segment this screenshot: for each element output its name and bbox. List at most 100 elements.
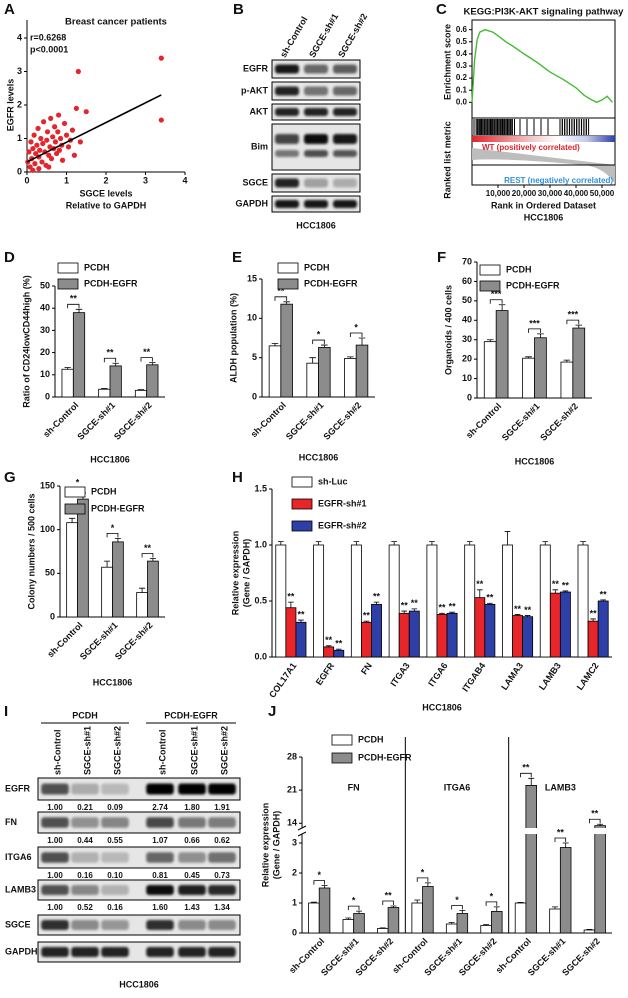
significance: * <box>317 329 321 339</box>
row-label: p-AKT <box>241 85 268 95</box>
band-quantity: 0.09 <box>107 803 123 812</box>
bar <box>313 544 325 658</box>
band <box>146 920 174 930</box>
error-bar <box>104 560 111 568</box>
y-tick-label: 4 <box>17 32 22 42</box>
lane-label: sh-Control <box>157 730 167 776</box>
error-bar <box>498 304 506 311</box>
bar <box>549 592 561 658</box>
error-bar <box>487 602 493 605</box>
lane-label: SGCE-sh#2 <box>219 726 229 775</box>
error-bar <box>563 359 571 363</box>
significance: ** <box>522 763 530 773</box>
significance: ** <box>277 286 285 296</box>
band <box>71 885 99 895</box>
band <box>332 108 358 116</box>
point <box>158 117 164 123</box>
band <box>101 885 129 895</box>
band-quantity: 0.66 <box>184 836 200 845</box>
bar <box>398 612 410 658</box>
lane-label: SGCE-sh#1 <box>82 726 92 775</box>
error-bar <box>493 906 500 912</box>
panel-label: J <box>268 703 276 720</box>
significance-bracket <box>485 901 498 906</box>
band <box>71 783 99 795</box>
error-bar <box>414 899 421 903</box>
bar <box>72 312 86 398</box>
point <box>83 109 89 115</box>
point <box>69 127 76 133</box>
annotation: r=0.6268 <box>30 32 66 42</box>
point <box>50 134 56 140</box>
significance: ** <box>590 608 598 618</box>
y-tick-label: 70 <box>462 256 472 266</box>
y-tick-label: 50 <box>45 568 55 578</box>
x-tick-label: 50,000 <box>590 189 615 198</box>
band-quantity: 2.74 <box>152 803 168 812</box>
x-axis-label: Relative to GAPDH <box>66 200 147 210</box>
bar <box>134 389 148 398</box>
error-bar <box>277 541 284 545</box>
y-tick-label: 0 <box>467 392 472 402</box>
panel-label: E <box>232 249 242 266</box>
y-tick-label: 100 <box>40 524 55 534</box>
significance: * <box>490 891 494 901</box>
y-tick-label: 0 <box>17 166 22 176</box>
error-bar <box>379 927 386 929</box>
significance: * <box>76 477 80 487</box>
cell-line-label: HCC1806 <box>119 979 159 989</box>
error-bar <box>411 608 418 612</box>
row-label: Bim <box>251 141 268 151</box>
error-bar <box>114 538 121 542</box>
legend-label: PCDH <box>91 486 117 496</box>
bar <box>275 544 287 658</box>
y-tick-label: 10 <box>247 313 257 323</box>
error-bar <box>321 344 328 348</box>
legend-swatch <box>277 278 299 290</box>
bar <box>146 364 159 398</box>
error-bar <box>149 362 156 365</box>
x-axis-label: HCC1806 <box>422 702 462 712</box>
bar <box>387 907 400 934</box>
y-tick-label: 1 <box>292 897 297 907</box>
band <box>178 852 206 863</box>
bar <box>408 610 420 658</box>
significance-bracket <box>313 880 325 885</box>
bar <box>66 522 78 618</box>
error-bar <box>448 922 455 924</box>
significance-bracket <box>451 905 463 910</box>
annotation: REST (negatively correlated) <box>504 176 613 185</box>
band <box>303 150 329 157</box>
y-axis-label: EGFR levels <box>5 79 15 132</box>
significance: ** <box>476 579 484 589</box>
point <box>63 132 70 138</box>
bar <box>101 566 113 618</box>
band <box>41 817 69 828</box>
point <box>38 135 44 142</box>
significance: ** <box>373 591 381 601</box>
band <box>332 64 358 74</box>
band <box>303 178 329 188</box>
bar <box>539 544 551 658</box>
point <box>56 112 62 118</box>
x-tick-label: 30,000 <box>538 189 563 198</box>
error-bar <box>75 308 83 313</box>
bar <box>333 649 345 658</box>
point <box>48 156 55 162</box>
significance: *** <box>529 318 540 328</box>
lane-label: SGCE-sh#1 <box>189 726 199 775</box>
point <box>33 150 39 157</box>
group-label: FN <box>348 782 360 792</box>
legend-label: EGFR-sh#1 <box>318 498 367 508</box>
error-bar <box>449 611 455 614</box>
error-bar <box>347 356 354 359</box>
error-bar <box>298 619 304 623</box>
chart-title: KEGG:PI3K-AKT signaling pathway <box>464 7 625 18</box>
panel-label: D <box>4 249 15 266</box>
y-tick-label: 50 <box>462 295 472 305</box>
break-mark <box>297 825 307 831</box>
blot-frame <box>271 123 361 171</box>
band <box>146 852 174 863</box>
bar <box>377 928 389 934</box>
axis-break <box>296 828 612 834</box>
